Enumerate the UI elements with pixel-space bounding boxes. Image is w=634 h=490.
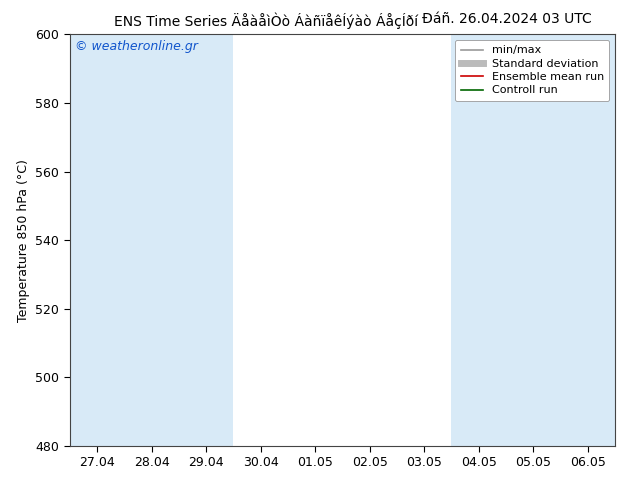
Text: ENS Time Series ÄåàåìÒò ÁàñïåêÍýàò ÁåçÍðí: ENS Time Series ÄåàåìÒò ÁàñïåêÍýàò ÁåçÍð… bbox=[114, 12, 418, 29]
Bar bbox=[560, 34, 615, 446]
Bar bbox=[451, 34, 560, 446]
Bar bbox=[70, 34, 233, 446]
Bar bbox=[560, 34, 615, 446]
Text: Đáñ. 26.04.2024 03 UTC: Đáñ. 26.04.2024 03 UTC bbox=[422, 12, 592, 26]
Legend: min/max, Standard deviation, Ensemble mean run, Controll run: min/max, Standard deviation, Ensemble me… bbox=[455, 40, 609, 101]
Y-axis label: Temperature 850 hPa (°C): Temperature 850 hPa (°C) bbox=[16, 159, 30, 321]
Text: © weatheronline.gr: © weatheronline.gr bbox=[75, 41, 198, 53]
